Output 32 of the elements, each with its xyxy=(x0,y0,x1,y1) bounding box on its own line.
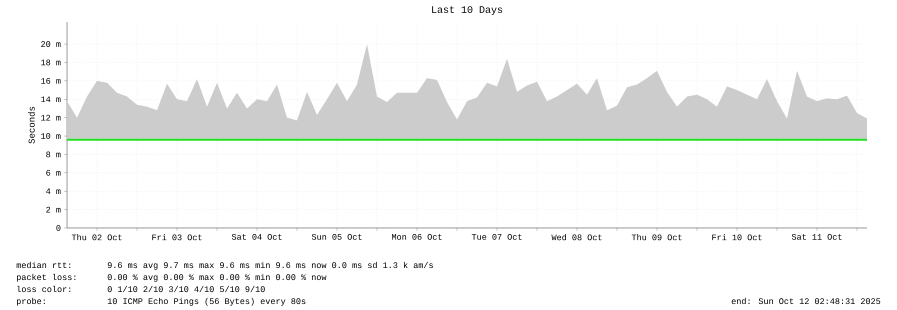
y-tick-label: 8 m xyxy=(46,152,61,158)
y-tick-label: 2 m xyxy=(46,206,61,212)
text: end: Sun Oct 12 02:48:31 2025 xyxy=(732,298,880,304)
text: probe: xyxy=(16,298,45,306)
x-tick-label: Sun 05 Oct xyxy=(312,234,362,240)
x-tick-label: Sat 11 Oct xyxy=(792,234,842,240)
text: median rtt: xyxy=(16,262,70,268)
text: loss color: xyxy=(17,286,70,292)
chart-title: Last 10 Days xyxy=(432,6,502,15)
y-tick-label: 16 m xyxy=(41,78,61,84)
y-tick-label: 12 m xyxy=(41,114,61,120)
x-tick-label: Sat 04 Oct xyxy=(232,234,282,240)
x-tick-label: Thu 09 Oct xyxy=(632,234,682,240)
x-tick-label: Thu 02 Oct xyxy=(72,234,122,240)
text: 0 1/10 2/10 3/10 4/10 5/10 9/10 xyxy=(108,286,265,292)
text: 0.00 % avg 0.00 % max 0.00 % min 0.00 % now xyxy=(108,274,326,282)
text: 9.6 ms avg 9.7 ms max 9.6 ms min 9.6 ms now 0.0 ms sd 1.3 k am/s xyxy=(108,262,433,270)
text: 10 ICMP Echo Pings (56 Bytes) every 80s xyxy=(108,298,306,306)
y-tick-label: 4 m xyxy=(46,188,61,194)
text: packet loss: xyxy=(16,274,76,282)
y-tick-label: 10 m xyxy=(41,133,61,139)
y-tick-label: 20 m xyxy=(41,41,61,47)
x-tick-label: Tue 07 Oct xyxy=(472,234,522,240)
x-tick-label: Fri 03 Oct xyxy=(152,234,202,240)
x-tick-label: Mon 06 Oct xyxy=(392,234,442,240)
y-tick-label: 14 m xyxy=(41,96,61,102)
x-tick-label: Wed 08 Oct xyxy=(551,234,602,240)
y-tick-label: 18 m xyxy=(41,60,61,66)
y-tick-label: 6 m xyxy=(46,170,61,176)
x-tick-label: Fri 10 Oct xyxy=(712,234,762,240)
y-tick-label: 0 xyxy=(56,225,60,231)
y-axis-title: Seconds xyxy=(28,106,35,144)
